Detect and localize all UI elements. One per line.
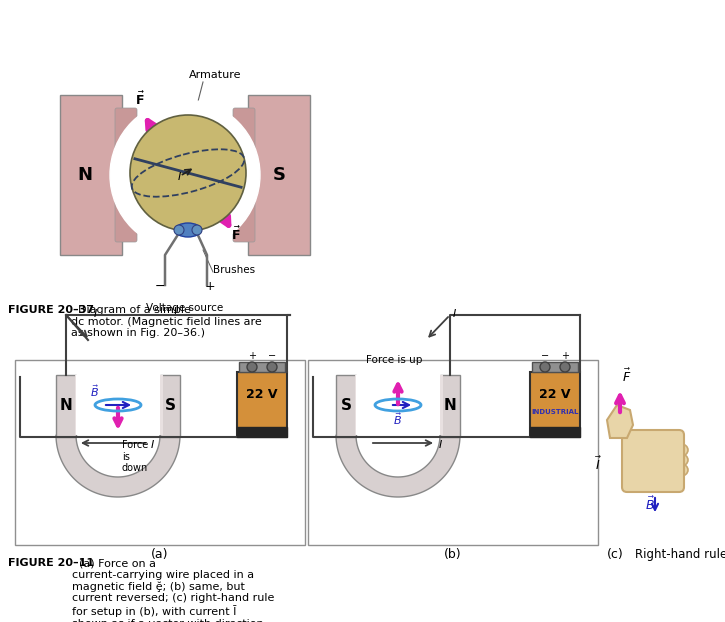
Text: $\vec{B}$: $\vec{B}$ xyxy=(393,411,402,427)
Text: −: − xyxy=(154,280,165,293)
Circle shape xyxy=(267,362,277,372)
FancyBboxPatch shape xyxy=(356,375,440,435)
FancyBboxPatch shape xyxy=(355,375,363,435)
Text: Voltage source: Voltage source xyxy=(146,303,223,313)
Polygon shape xyxy=(56,435,180,497)
Polygon shape xyxy=(607,405,633,438)
Polygon shape xyxy=(336,435,460,497)
Text: $I$: $I$ xyxy=(150,438,155,450)
Text: (a) Force on a
current-carrying wire placed in a
magnetic field ḝ; (b) same, but: (a) Force on a current-carrying wire pla… xyxy=(72,558,274,622)
FancyBboxPatch shape xyxy=(15,360,305,545)
Text: (c): (c) xyxy=(607,548,624,561)
Text: −: − xyxy=(268,351,276,361)
FancyBboxPatch shape xyxy=(248,95,310,255)
Text: N: N xyxy=(78,166,93,184)
Circle shape xyxy=(247,362,257,372)
FancyBboxPatch shape xyxy=(75,375,83,435)
FancyBboxPatch shape xyxy=(308,360,598,545)
Text: S: S xyxy=(341,397,352,412)
Circle shape xyxy=(174,225,184,235)
FancyBboxPatch shape xyxy=(237,372,287,437)
FancyBboxPatch shape xyxy=(435,375,443,435)
Text: $\vec{F}$: $\vec{F}$ xyxy=(622,368,631,385)
Text: −: − xyxy=(541,351,549,361)
Text: N: N xyxy=(59,397,72,412)
Circle shape xyxy=(192,225,202,235)
Text: $I$: $I$ xyxy=(452,307,457,319)
Ellipse shape xyxy=(674,454,688,466)
FancyBboxPatch shape xyxy=(440,375,460,437)
FancyBboxPatch shape xyxy=(622,430,684,492)
Text: Force is up: Force is up xyxy=(366,355,423,365)
Text: S: S xyxy=(165,397,175,412)
Text: Diagram of a simple
dc motor. (Magnetic field lines are
as shown in Fig. 20–36.): Diagram of a simple dc motor. (Magnetic … xyxy=(71,305,262,338)
Text: $\vec{B}$: $\vec{B}$ xyxy=(645,496,655,513)
Text: (b): (b) xyxy=(444,548,462,561)
FancyBboxPatch shape xyxy=(155,375,163,435)
FancyBboxPatch shape xyxy=(530,372,580,437)
Text: +: + xyxy=(248,351,256,361)
Ellipse shape xyxy=(674,444,688,456)
Text: $\vec{B}$: $\vec{B}$ xyxy=(90,383,99,399)
Text: (a): (a) xyxy=(152,548,169,561)
Text: Brushes: Brushes xyxy=(213,265,255,275)
Text: $I$: $I$ xyxy=(93,307,98,319)
Text: S: S xyxy=(273,166,286,184)
Text: $\vec{I}$: $\vec{I}$ xyxy=(595,456,602,473)
Circle shape xyxy=(110,100,260,250)
Text: N: N xyxy=(444,397,456,412)
FancyBboxPatch shape xyxy=(336,375,356,437)
Circle shape xyxy=(130,115,246,231)
Text: $I$: $I$ xyxy=(438,438,443,450)
FancyBboxPatch shape xyxy=(60,95,122,255)
Text: +: + xyxy=(204,280,215,293)
Text: +: + xyxy=(561,351,569,361)
FancyBboxPatch shape xyxy=(115,108,137,242)
Ellipse shape xyxy=(674,464,688,476)
Text: INDUSTRIAL: INDUSTRIAL xyxy=(531,409,579,415)
Text: Armature: Armature xyxy=(188,70,241,80)
Text: $I$: $I$ xyxy=(177,170,182,182)
Text: FIGURE 20–11: FIGURE 20–11 xyxy=(8,558,94,568)
Text: $\mathbf{\vec{F}}$: $\mathbf{\vec{F}}$ xyxy=(135,91,145,108)
FancyBboxPatch shape xyxy=(237,427,287,437)
Text: 22 V: 22 V xyxy=(247,388,278,401)
Circle shape xyxy=(540,362,550,372)
Ellipse shape xyxy=(175,223,201,237)
FancyBboxPatch shape xyxy=(532,362,578,372)
Text: Right-hand rule: Right-hand rule xyxy=(635,548,725,561)
Text: 22 V: 22 V xyxy=(539,388,571,401)
FancyBboxPatch shape xyxy=(56,375,76,437)
FancyBboxPatch shape xyxy=(233,108,255,242)
FancyBboxPatch shape xyxy=(160,375,180,437)
FancyBboxPatch shape xyxy=(530,427,580,437)
FancyBboxPatch shape xyxy=(239,362,285,372)
Circle shape xyxy=(560,362,570,372)
Text: Force
is
down: Force is down xyxy=(122,440,148,473)
FancyBboxPatch shape xyxy=(76,375,160,435)
Text: FIGURE 20–37: FIGURE 20–37 xyxy=(8,305,94,315)
Text: $\mathbf{\vec{F}}$: $\mathbf{\vec{F}}$ xyxy=(231,226,241,243)
